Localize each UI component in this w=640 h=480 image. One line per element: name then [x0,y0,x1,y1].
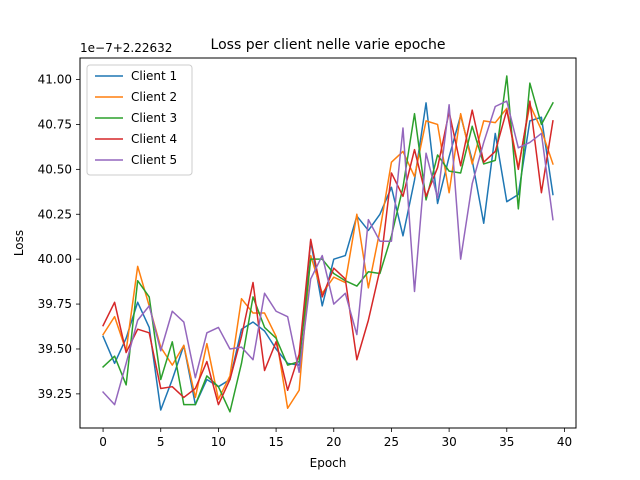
legend: Client 1 Client 2 Client 3 Client 4 Client 5 [86,64,193,176]
x-tick-label: 10 [211,435,226,449]
y-axis-ticks: 39.25 39.50 39.75 40.00 40.25 40.50 40.75 41.00 [38,73,80,401]
y-tick-label: 41.00 [38,73,72,87]
x-tick-label: 30 [441,435,456,449]
series-layer [102,75,554,413]
x-axis-label: Epoch [310,456,347,470]
x-tick-label: 40 [557,435,572,449]
legend-label: Client 3 [131,111,177,125]
chart-title: Loss per client nelle varie epoche [211,37,446,53]
series-line-client-5 [102,100,554,406]
y-tick-label: 40.00 [38,252,72,266]
series-line-client-2 [102,103,554,409]
legend-frame [86,64,193,176]
x-tick-label: 35 [499,435,514,449]
x-tick-label: 25 [384,435,399,449]
legend-label: Client 5 [131,153,177,167]
y-tick-label: 39.25 [38,387,72,401]
x-tick-label: 15 [268,435,283,449]
y-tick-label: 39.75 [38,297,72,311]
x-axis-ticks: 0 5 10 15 20 25 30 35 40 [99,428,572,449]
y-tick-label: 40.50 [38,162,72,176]
series-line-client-3 [102,75,554,413]
x-tick-label: 5 [157,435,165,449]
y-tick-label: 39.50 [38,342,72,356]
legend-label: Client 4 [131,132,177,146]
plot-area-frame [79,57,577,429]
x-tick-label: 0 [99,435,107,449]
y-axis-label: Loss [12,230,26,256]
legend-label: Client 2 [131,90,177,104]
legend-label: Client 1 [131,69,177,83]
y-tick-label: 40.75 [38,117,72,131]
x-tick-label: 20 [326,435,341,449]
y-offset-label: 1e−7+2.22632 [80,41,172,55]
y-tick-label: 40.25 [38,207,72,221]
